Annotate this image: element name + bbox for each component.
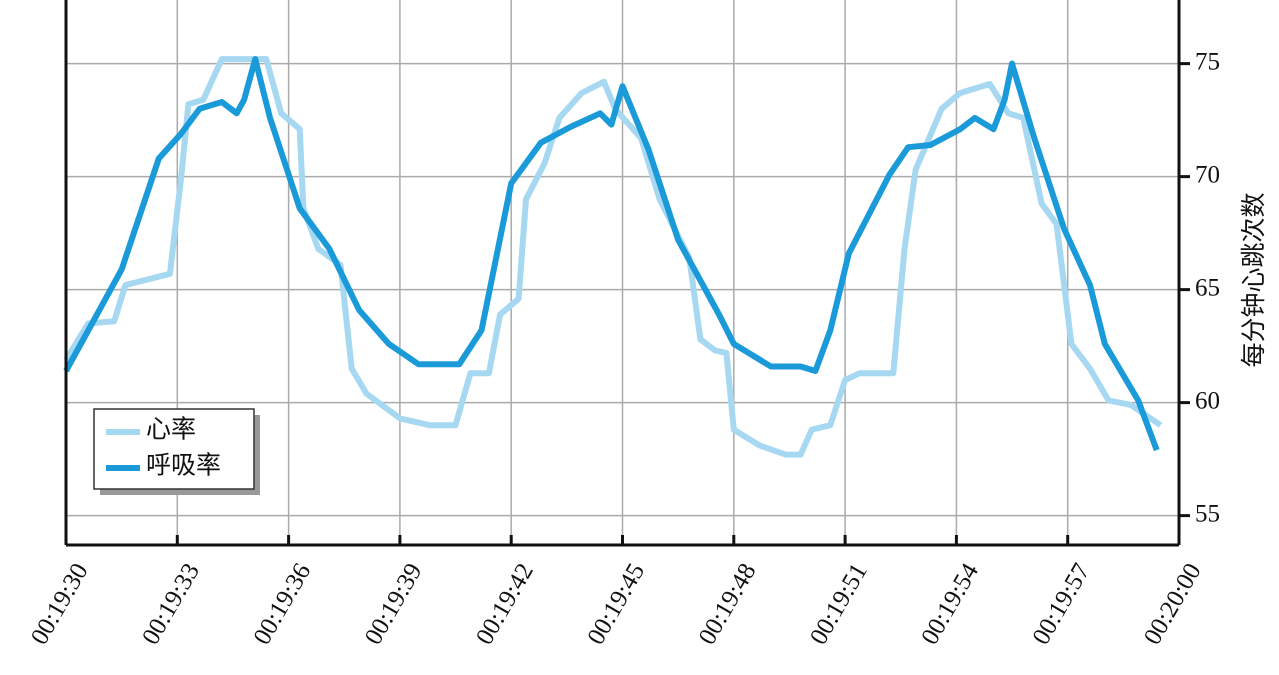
- legend-label: 呼吸率: [146, 452, 221, 480]
- lines: [63, 56, 1163, 458]
- x-tick-label: 00:19:57: [1028, 559, 1096, 649]
- x-tick-label: 00:19:30: [26, 559, 94, 649]
- x-tick-label: 00:20:00: [1139, 559, 1207, 649]
- x-tick-label: 00:19:54: [916, 558, 984, 649]
- y-tick-label: 75: [1195, 48, 1220, 75]
- y-tick-label: 60: [1195, 387, 1220, 414]
- y-tick-label: 65: [1195, 274, 1220, 301]
- x-tick-label: 00:19:42: [471, 559, 539, 649]
- x-tick-label: 00:19:51: [805, 559, 873, 649]
- series-line: [63, 56, 1160, 452]
- x-tick-label: 00:19:36: [249, 559, 317, 649]
- legend-label: 心率: [146, 416, 196, 444]
- y-tick-label: 55: [1195, 500, 1220, 527]
- y-axis-label: 每分钟心跳次数: [1240, 192, 1268, 367]
- y-tick-label: 70: [1195, 161, 1220, 188]
- axes: [64, 0, 1190, 547]
- x-tick-label: 00:19:33: [137, 559, 205, 649]
- x-tick-label: 00:19:45: [582, 559, 650, 649]
- x-tick-label: 00:19:48: [694, 559, 762, 649]
- legend-box: [93, 408, 255, 490]
- x-tick-label: 00:19:39: [360, 559, 428, 649]
